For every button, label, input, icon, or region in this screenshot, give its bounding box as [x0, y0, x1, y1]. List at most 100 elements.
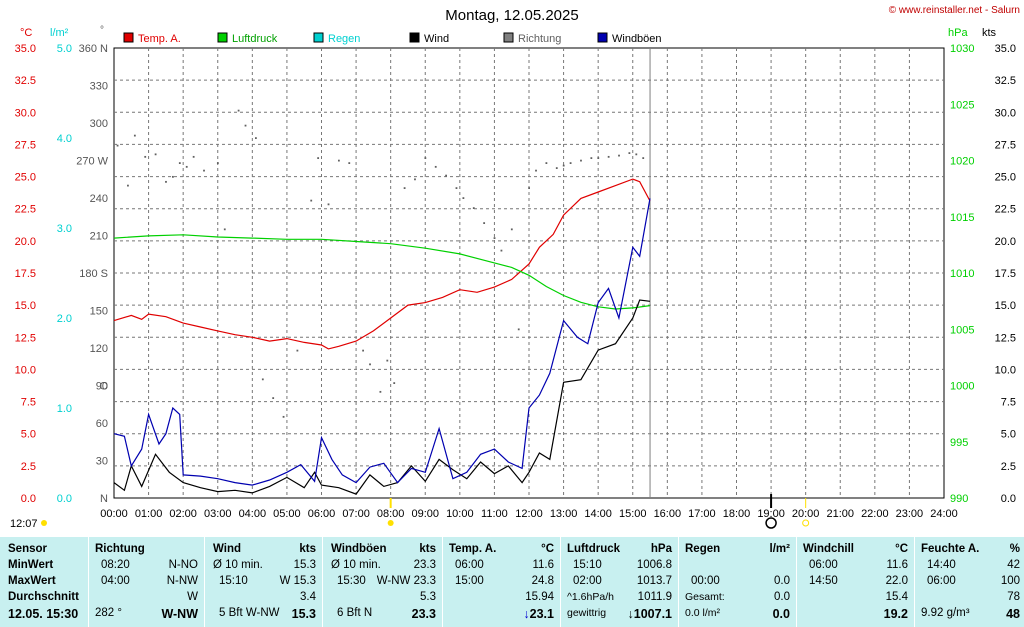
direction-point: [517, 328, 520, 331]
richtung-max-value: N-NW: [166, 575, 198, 587]
sun-icon: [387, 520, 394, 526]
temp-tick-label: 30.0: [15, 107, 36, 119]
druck-avg-value: 1011.9: [637, 591, 672, 603]
legend-label: Luftdruck: [232, 33, 278, 45]
richtung-avg-value: W: [187, 591, 198, 603]
kts-tick-label: 2.5: [1001, 461, 1016, 473]
feuchte-current-value: 48: [1006, 607, 1020, 621]
header-luftdruck: Luftdruck: [567, 543, 621, 555]
legend-label: Richtung: [518, 33, 561, 45]
direction-point: [154, 153, 157, 156]
direction-tick-label: 120: [90, 343, 108, 355]
axis-unit-temp: °C: [20, 27, 32, 39]
rain-tick-label: 3.0: [57, 223, 72, 235]
x-tick-label: 22:00: [861, 508, 889, 520]
temp-tick-label: 5.0: [21, 429, 36, 441]
temp-tick-label: 7.5: [21, 397, 36, 409]
direction-tick-label: 360 N: [79, 43, 108, 55]
x-tick-label: 09:00: [411, 508, 439, 520]
temp-tick-label: 32.5: [15, 75, 36, 87]
kts-tick-label: 10.0: [995, 364, 1016, 376]
direction-point: [545, 162, 548, 164]
direction-point: [133, 134, 136, 137]
chill-min-time: 06:00: [809, 559, 838, 571]
direction-tick-label: O: [99, 381, 108, 393]
rain-tick-label: 1.0: [57, 403, 72, 415]
direction-point: [403, 187, 406, 189]
temp-tick-label: 35.0: [15, 43, 36, 55]
x-tick-label: 16:00: [654, 508, 682, 520]
legend-label: Wind: [424, 33, 449, 45]
gusts-line: [113, 198, 651, 486]
direction-point: [379, 390, 382, 393]
row-max-label: MaxWert: [8, 575, 56, 587]
x-tick-label: 07:00: [342, 508, 370, 520]
weather-chart: Montag, 12.05.2025 °C l/m² ° hPa kts 0.0 2.5 5.0…: [10, 7, 1016, 530]
rain-tick-label: 0.0: [57, 493, 72, 505]
x-tick-label: 10:00: [446, 508, 474, 520]
pressure-tick-label: 1005: [950, 324, 974, 336]
direction-tick-label: 150: [90, 306, 108, 318]
direction-point: [393, 382, 396, 384]
col-temp: Temp. A. °C 06:00 11.6 15:00 24.8 15.94 …: [442, 537, 560, 627]
chill-avg-value: 15.4: [885, 591, 908, 603]
copyright-link[interactable]: © www.reinstaller.net - Salurn: [888, 5, 1020, 16]
druck-current-number: 1007.1: [633, 607, 672, 621]
temp-tick-label: 12.5: [15, 332, 36, 344]
direction-point: [165, 180, 167, 183]
regen-total-label: Gesamt:: [685, 591, 725, 603]
feuchte-min-value: 42: [1007, 559, 1020, 571]
direction-tick-label: 180 S: [79, 268, 108, 280]
druck-max-value: 1013.7: [636, 575, 672, 587]
unit-wind: kts: [299, 543, 316, 555]
direction-point: [635, 153, 638, 156]
col-sensor: Sensor MinWert MaxWert Durchschnitt 12.0…: [0, 537, 88, 627]
unit-temp: °C: [541, 543, 554, 555]
direction-point: [144, 155, 147, 158]
direction-point: [369, 363, 371, 366]
legend-label: Temp. A.: [138, 33, 181, 45]
kts-tick-label: 30.0: [995, 107, 1016, 119]
regen-total-value: 0.0: [774, 591, 790, 603]
direction-point: [327, 203, 330, 206]
rain-tick-label: 4.0: [57, 133, 72, 145]
kts-tick-label: 12.5: [995, 332, 1016, 344]
direction-point: [185, 165, 188, 168]
chill-max-value: 22.0: [885, 575, 908, 587]
header-wind: Wind: [213, 543, 241, 555]
direction-point: [348, 162, 351, 164]
direction-point: [282, 415, 285, 418]
header-temp: Temp. A.: [449, 543, 497, 555]
unit-luftdruck: hPa: [650, 543, 672, 555]
unit-feuchte: %: [1009, 543, 1020, 555]
x-tick-label: 00:00: [100, 508, 128, 520]
direction-point: [317, 157, 320, 159]
x-tick-label: 12:00: [515, 508, 543, 520]
direction-point: [535, 169, 537, 172]
direction-tick-label: 30: [96, 456, 108, 468]
direction-point: [434, 165, 437, 168]
richtung-current-deg: 282 °: [95, 607, 122, 619]
direction-point: [642, 157, 645, 159]
x-tick-label: 21:00: [826, 508, 854, 520]
legend-swatch: [217, 32, 228, 43]
direction-point: [500, 249, 503, 252]
richtung-current-dir: W-NW: [161, 607, 198, 621]
direction-point: [483, 222, 486, 224]
x-tick-label: 23:00: [896, 508, 924, 520]
druck-min-value: 1006.8: [636, 559, 672, 571]
temp-min-value: 11.6: [532, 559, 554, 571]
temp-tick-label: 10.0: [15, 364, 36, 376]
direction-tick-label: 330: [90, 81, 108, 93]
druck-current-value: ↓1007.1: [628, 607, 672, 621]
x-tick-label: 02:00: [169, 508, 197, 520]
feuchte-abs-value: 9.92 g/m³: [921, 607, 970, 619]
direction-point: [618, 154, 620, 157]
moon-icon: [765, 517, 777, 529]
pressure-tick-label: 1020: [950, 156, 974, 168]
direction-point: [178, 162, 181, 164]
pressure-tick-label: 1030: [950, 43, 974, 55]
richtung-min-time: 08:20: [101, 559, 130, 571]
legend-swatch: [503, 32, 514, 43]
unit-windchill: °C: [895, 543, 908, 555]
